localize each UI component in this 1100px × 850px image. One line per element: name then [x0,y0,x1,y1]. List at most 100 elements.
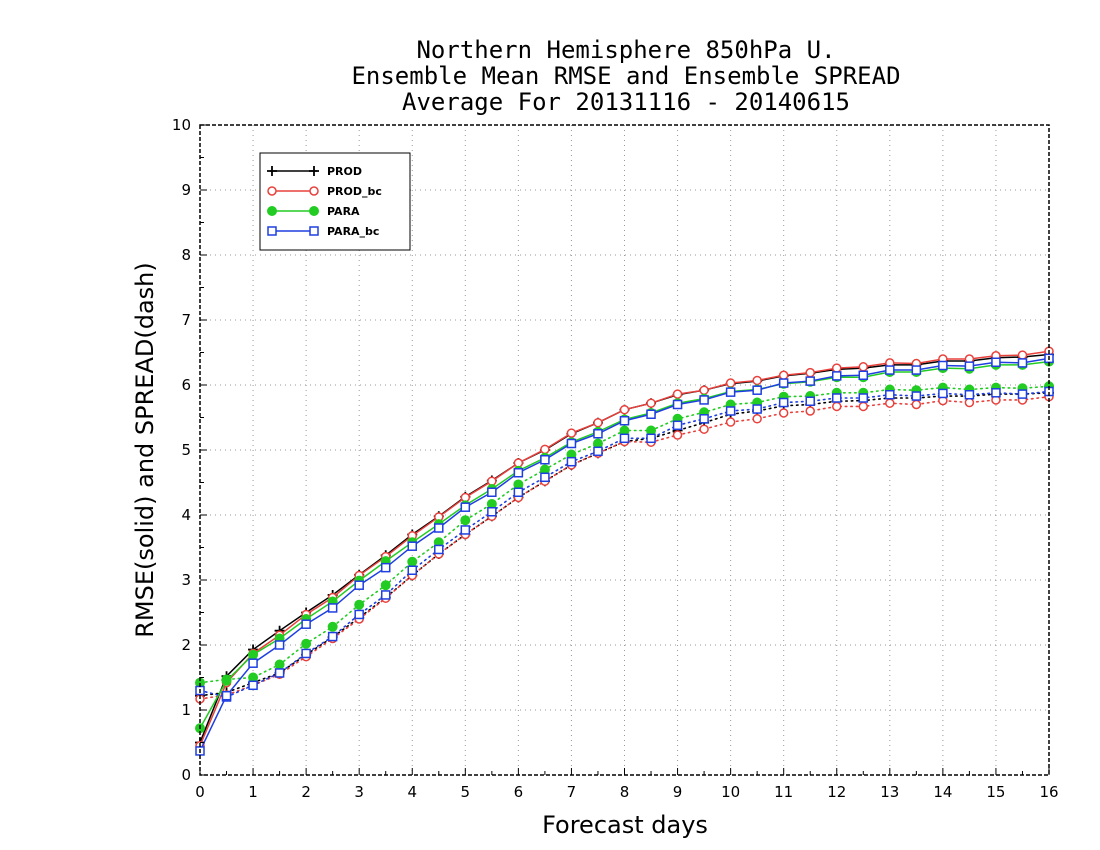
rmse-point [487,487,497,497]
spread-point [752,404,762,414]
spread-point [778,397,789,408]
spread-point [487,507,497,517]
spread-point [911,399,922,410]
spread-point [593,446,603,457]
title-line-1: Northern Hemisphere 850hPa U. [416,36,835,64]
rmse-point [964,361,975,371]
title-line-2: Ensemble Mean RMSE and Ensemble SPREAD [351,62,900,90]
spread-point [380,580,391,591]
series-para-bc [195,353,1054,756]
legend-label: PROD [327,165,362,178]
x-tick-label: 10 [721,783,740,801]
y-tick-label: 4 [181,506,191,524]
rmse-point [778,370,789,380]
rmse-point [1017,350,1028,360]
x-tick-label: 2 [301,783,311,801]
axis-ticks [199,124,1050,776]
rmse-point [434,523,444,533]
rmse-point [274,640,285,650]
chart-title: Northern Hemisphere 850hPa U. Ensemble M… [351,36,900,116]
spread-point [274,668,285,678]
spread-point [752,414,762,424]
x-tick-label: 15 [986,783,1005,801]
spread-point [646,433,656,444]
rmse-point [991,357,1001,367]
rmse-point [725,378,736,388]
spread-point [407,556,418,567]
spread-point [858,401,869,412]
spread-point [434,544,444,555]
spread-point [301,638,312,649]
spread-point [991,388,1001,398]
spread-point [725,417,736,427]
x-axis-label: Forecast days [542,811,708,839]
spread-line [199,390,1050,698]
rmse-point [832,363,842,373]
spread-point [858,393,869,403]
rmse-point [619,404,630,415]
y-tick-label: 6 [181,376,191,394]
spread-point [938,388,948,399]
spread-point [805,406,815,416]
legend-label: PROD_bc [327,185,382,198]
rmse-point [221,690,232,701]
rmse-point [911,365,922,375]
y-tick-label: 2 [181,636,191,654]
rmse-point [646,409,656,419]
rmse-point [593,417,603,428]
spread-point [540,472,550,483]
series-layer [195,346,1054,756]
rmse-point [221,675,232,686]
rmse-point [938,360,948,371]
legend: PROD PROD_bc PARA PARA_bc [259,152,411,251]
spread-point [964,390,975,400]
legend-marker [309,206,319,216]
spread-point [354,599,365,610]
x-tick-label: 7 [567,783,577,801]
rmse-point [699,385,709,395]
legend-item-para-bc: PARA_bc [267,225,379,238]
y-tick-label: 0 [181,766,191,784]
legend-marker [309,226,319,236]
spread-point [725,406,736,416]
rmse-point [672,399,683,410]
rmse-point [858,370,869,380]
rmse-point [407,541,417,551]
legend-marker [267,206,277,216]
x-tick-label: 12 [827,783,846,801]
legend-marker [267,166,277,176]
rmse-point [805,367,815,378]
legend-item-para: PARA [267,205,360,218]
spread-point [460,515,471,526]
spread-point [354,609,364,620]
x-tick-label: 4 [407,783,417,801]
spread-point [301,648,311,659]
x-tick-label: 16 [1039,783,1058,801]
y-tick-label: 10 [172,116,191,134]
spread-point [699,414,709,424]
y-tick-label: 7 [181,311,191,329]
spread-point [805,396,815,406]
spread-point [672,420,683,431]
rmse-point [752,375,762,386]
x-tick-label: 1 [248,783,258,801]
spread-point [699,424,709,434]
rmse-point [832,371,842,381]
rmse-point [566,428,577,438]
rmse-point [513,468,524,478]
spread-point [274,659,285,670]
y-tick-label: 8 [181,246,191,264]
spread-point [248,680,258,691]
rmse-point [752,385,762,395]
rmse-point [354,580,364,590]
rmse-point [540,455,550,465]
rmse-point [619,416,630,426]
rmse-point [885,365,895,375]
x-tick-label: 3 [354,783,364,801]
title-line-3: Average For 20131116 - 20140615 [402,88,850,116]
rmse-point [380,562,391,573]
x-tick-label: 11 [774,783,793,801]
spread-point [407,565,417,575]
legend-label: PARA [327,205,360,218]
